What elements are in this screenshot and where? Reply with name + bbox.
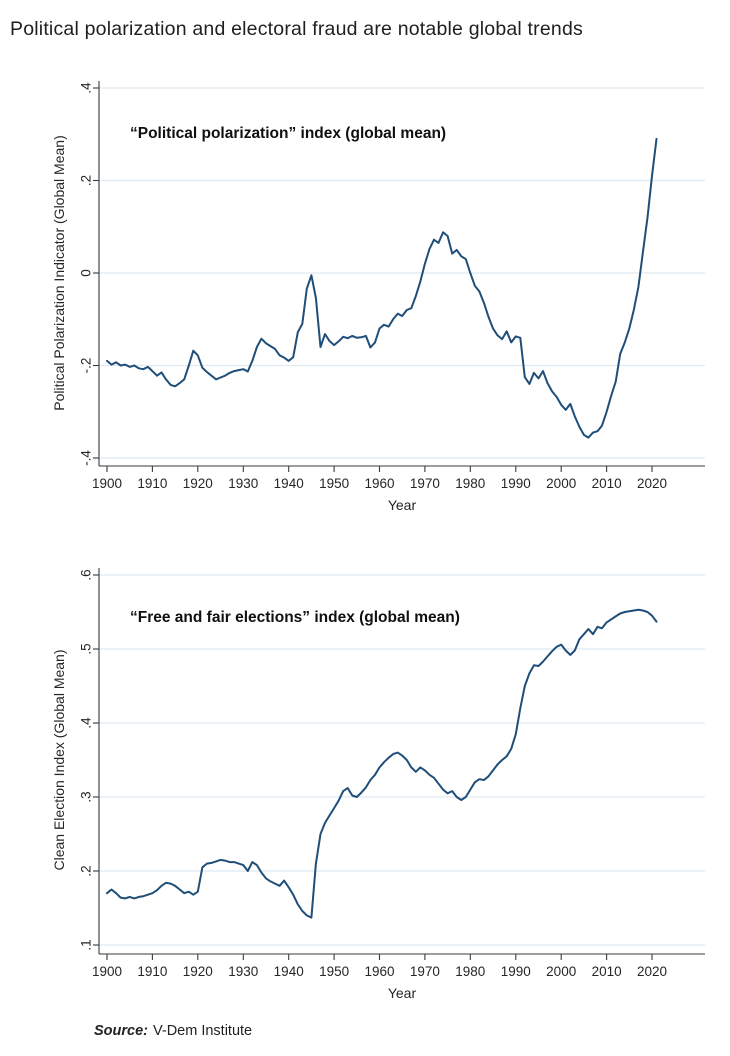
- x-tick-label: 1960: [364, 476, 394, 491]
- y-tick-label: .4: [79, 82, 94, 94]
- series-line: [106, 608, 658, 919]
- x-tick-label: 1950: [319, 476, 349, 491]
- y-tick-label: .4: [79, 717, 94, 729]
- x-tick-label: 1900: [92, 476, 122, 491]
- x-tick-label: 1930: [228, 476, 258, 491]
- x-tick-label: 2000: [546, 964, 576, 979]
- x-axis-title: Year: [388, 497, 417, 513]
- x-tick-label: 1940: [274, 964, 304, 979]
- x-tick-label: 1980: [455, 964, 485, 979]
- x-tick-label: 1990: [501, 476, 531, 491]
- x-tick-label: 1920: [183, 476, 213, 491]
- y-tick-label: -.4: [79, 450, 94, 466]
- source-text: V-Dem Institute: [153, 1023, 253, 1039]
- political-polarization-chart: .4 .2 0 -.2 -.4 1900 1910 1920 1930 1940 1950 1960 1…: [51, 81, 705, 513]
- y-axis-title: Clean Election Index (Global Mean): [51, 649, 67, 870]
- figure-title: Political polarization and electoral fra…: [10, 18, 583, 40]
- x-axis-title: Year: [388, 985, 417, 1001]
- y-tick-label: .5: [79, 643, 94, 654]
- y-tick-label: .3: [79, 791, 94, 802]
- x-tick-label: 1980: [455, 476, 485, 491]
- y-tick-label: 0: [79, 269, 94, 277]
- x-tick-label: 1910: [137, 964, 167, 979]
- source-label: Source:: [94, 1023, 148, 1039]
- x-tick-label: 1930: [228, 964, 258, 979]
- source-note: Source: V-Dem Institute: [94, 1023, 252, 1039]
- chart-inner-title: “Free and fair elections” index (global …: [130, 609, 460, 626]
- x-tick-label: 1960: [364, 964, 394, 979]
- x-tick-label: 1910: [137, 476, 167, 491]
- x-tick-label: 1940: [274, 476, 304, 491]
- y-tick-label: -.2: [79, 358, 94, 374]
- y-tick-label: .6: [79, 569, 94, 580]
- y-tick-label: .2: [79, 175, 94, 186]
- y-tick-label: .2: [79, 865, 94, 876]
- clean-elections-chart: .6 .5 .4 .3 .2 .1 1900 1910 1920 1930 1940 1950 1960…: [51, 568, 705, 1001]
- y-axis-title: Political Polarization Indicator (Global…: [51, 135, 67, 410]
- series-line: [106, 137, 658, 439]
- x-tick-label: 2010: [592, 476, 622, 491]
- x-tick-label: 1970: [410, 476, 440, 491]
- x-tick-label: 1970: [410, 964, 440, 979]
- x-tick-label: 1990: [501, 964, 531, 979]
- x-tick-label: 1920: [183, 964, 213, 979]
- x-tick-label: 1950: [319, 964, 349, 979]
- x-tick-label: 2020: [637, 964, 667, 979]
- x-tick-label: 2000: [546, 476, 576, 491]
- chart-inner-title: “Political polarization” index (global m…: [130, 125, 446, 142]
- x-tick-label: 2010: [592, 964, 622, 979]
- x-tick-label: 1900: [92, 964, 122, 979]
- x-tick-label: 2020: [637, 476, 667, 491]
- y-tick-label: .1: [79, 939, 94, 950]
